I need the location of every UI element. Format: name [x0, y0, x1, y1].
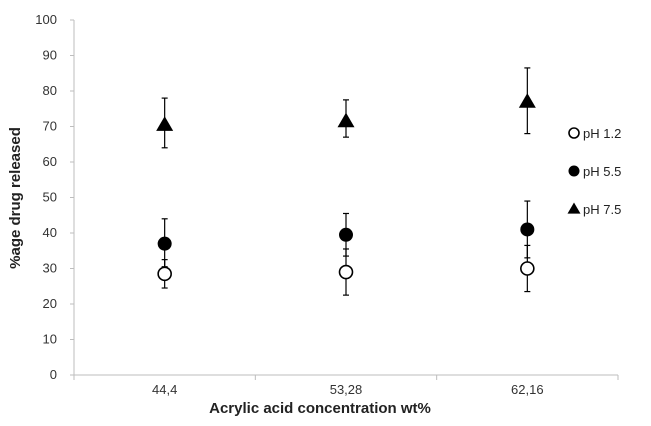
data-point	[518, 93, 536, 108]
legend-item: pH 1.2	[568, 126, 621, 141]
data-point	[157, 266, 172, 282]
legend-label: pH 7.5	[583, 202, 621, 217]
data-point	[339, 227, 353, 242]
plot-area	[156, 67, 536, 296]
data-point	[520, 261, 535, 276]
y-tick-label: 50	[43, 190, 57, 205]
y-tick-label: 100	[35, 12, 57, 27]
y-tick-label: 30	[43, 261, 57, 276]
x-tick-label: 53,28	[330, 382, 363, 397]
y-tick-label: 60	[43, 154, 57, 169]
data-point	[157, 236, 172, 251]
y-tick-label: 0	[50, 367, 57, 382]
data-point	[337, 112, 355, 128]
y-tick-label: 90	[43, 48, 57, 63]
y-tick-label: 80	[43, 83, 57, 98]
legend-marker	[567, 202, 581, 214]
x-ticks: 44,4 53,28 62,16	[73, 375, 619, 397]
data-point	[156, 116, 174, 131]
y-tick-label: 10	[43, 332, 57, 347]
axes	[73, 20, 618, 376]
series-pH-1-2	[157, 244, 535, 296]
data-point	[520, 222, 535, 237]
legend-item: pH 7.5	[567, 202, 621, 217]
y-tick-label: 40	[43, 225, 57, 240]
y-tick-label: 20	[43, 296, 57, 311]
data-point	[338, 264, 354, 280]
legend-label: pH 1.2	[583, 126, 621, 141]
series-pH-5-5	[157, 200, 535, 268]
y-tick-label: 70	[43, 119, 57, 134]
legend: pH 1.2 pH 5.5 pH 7.5	[567, 126, 621, 217]
y-axis-title: %age drug released	[7, 127, 24, 269]
legend-label: pH 5.5	[583, 164, 621, 179]
y-ticks: 0 10 20 30 40 50 60 70 80 90 100	[35, 12, 74, 382]
legend-marker	[568, 165, 580, 177]
x-tick-label: 44,4	[152, 382, 177, 397]
series-pH-7-5	[156, 67, 536, 149]
legend-item: pH 5.5	[568, 164, 621, 179]
legend-marker	[568, 127, 580, 139]
x-tick-label: 62,16	[511, 382, 544, 397]
x-axis-title: Acrylic acid concentration wt%	[209, 400, 431, 417]
